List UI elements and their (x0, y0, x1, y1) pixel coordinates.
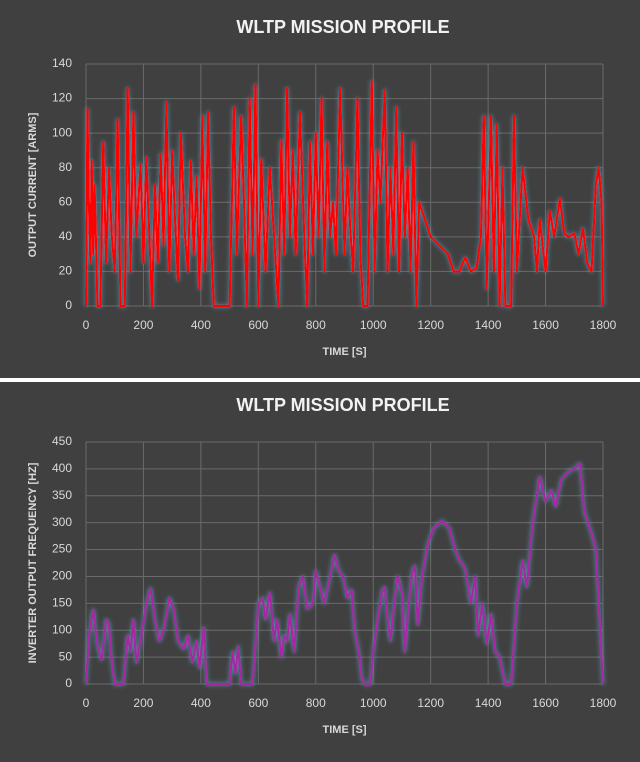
x-axis-title: TIME [S] (323, 346, 367, 358)
data-line (84, 462, 605, 686)
chart: WLTP MISSION PROFILE 0 50 100 150 200 250 300 35… (0, 382, 640, 762)
y-tick-label: 350 (52, 488, 72, 502)
y-axis-title: OUTPUT CURRENT [ARMS] (27, 112, 39, 257)
y-tick-label: 200 (52, 569, 72, 583)
y-tick-label: 450 (52, 434, 72, 448)
x-tick-label: 600 (248, 696, 268, 710)
x-tick-label: 400 (191, 318, 211, 332)
separator (0, 378, 640, 382)
x-axis-title: TIME [S] (323, 724, 367, 736)
x-tick-label: 1800 (590, 318, 617, 332)
chart-title: WLTP MISSION PROFILE (236, 17, 449, 37)
x-tick-label: 1800 (590, 696, 617, 710)
x-tick-label: 200 (133, 696, 153, 710)
y-tick-label: 80 (59, 160, 73, 174)
y-tick-label: 100 (52, 125, 72, 139)
x-tick-label: 200 (133, 318, 153, 332)
x-tick-label: 1000 (360, 318, 387, 332)
x-tick-label: 800 (306, 318, 326, 332)
y-axis-title: INVERTER OUTPUT FREQUENCY [HZ] (27, 462, 39, 663)
x-tick-label: 1000 (360, 696, 387, 710)
y-tick-label: 100 (52, 622, 72, 636)
y-tick-label: 300 (52, 515, 72, 529)
y-tick-label: 120 (52, 91, 72, 105)
chart-title: WLTP MISSION PROFILE (236, 395, 449, 415)
y-tick-label: 0 (65, 676, 72, 690)
x-tick-label: 1600 (532, 318, 559, 332)
x-tick-label: 1600 (532, 696, 559, 710)
y-tick-label: 140 (52, 56, 72, 70)
y-tick-label: 20 (59, 264, 73, 278)
x-tick-label: 400 (191, 696, 211, 710)
y-tick-label: 150 (52, 596, 72, 610)
y-tick-label: 50 (59, 649, 73, 663)
x-tick-label: 800 (306, 696, 326, 710)
data-line (84, 80, 605, 308)
x-tick-label: 1400 (475, 318, 502, 332)
y-tick-label: 400 (52, 461, 72, 475)
x-tick-label: 0 (83, 318, 90, 332)
x-tick-label: 1200 (417, 318, 444, 332)
x-tick-label: 1200 (417, 696, 444, 710)
x-tick-label: 1400 (475, 696, 502, 710)
y-tick-label: 40 (59, 229, 73, 243)
y-tick-label: 250 (52, 542, 72, 556)
y-tick-label: 0 (65, 298, 72, 312)
x-tick-label: 600 (248, 318, 268, 332)
x-tick-label: 0 (83, 696, 90, 710)
y-tick-label: 60 (59, 194, 73, 208)
